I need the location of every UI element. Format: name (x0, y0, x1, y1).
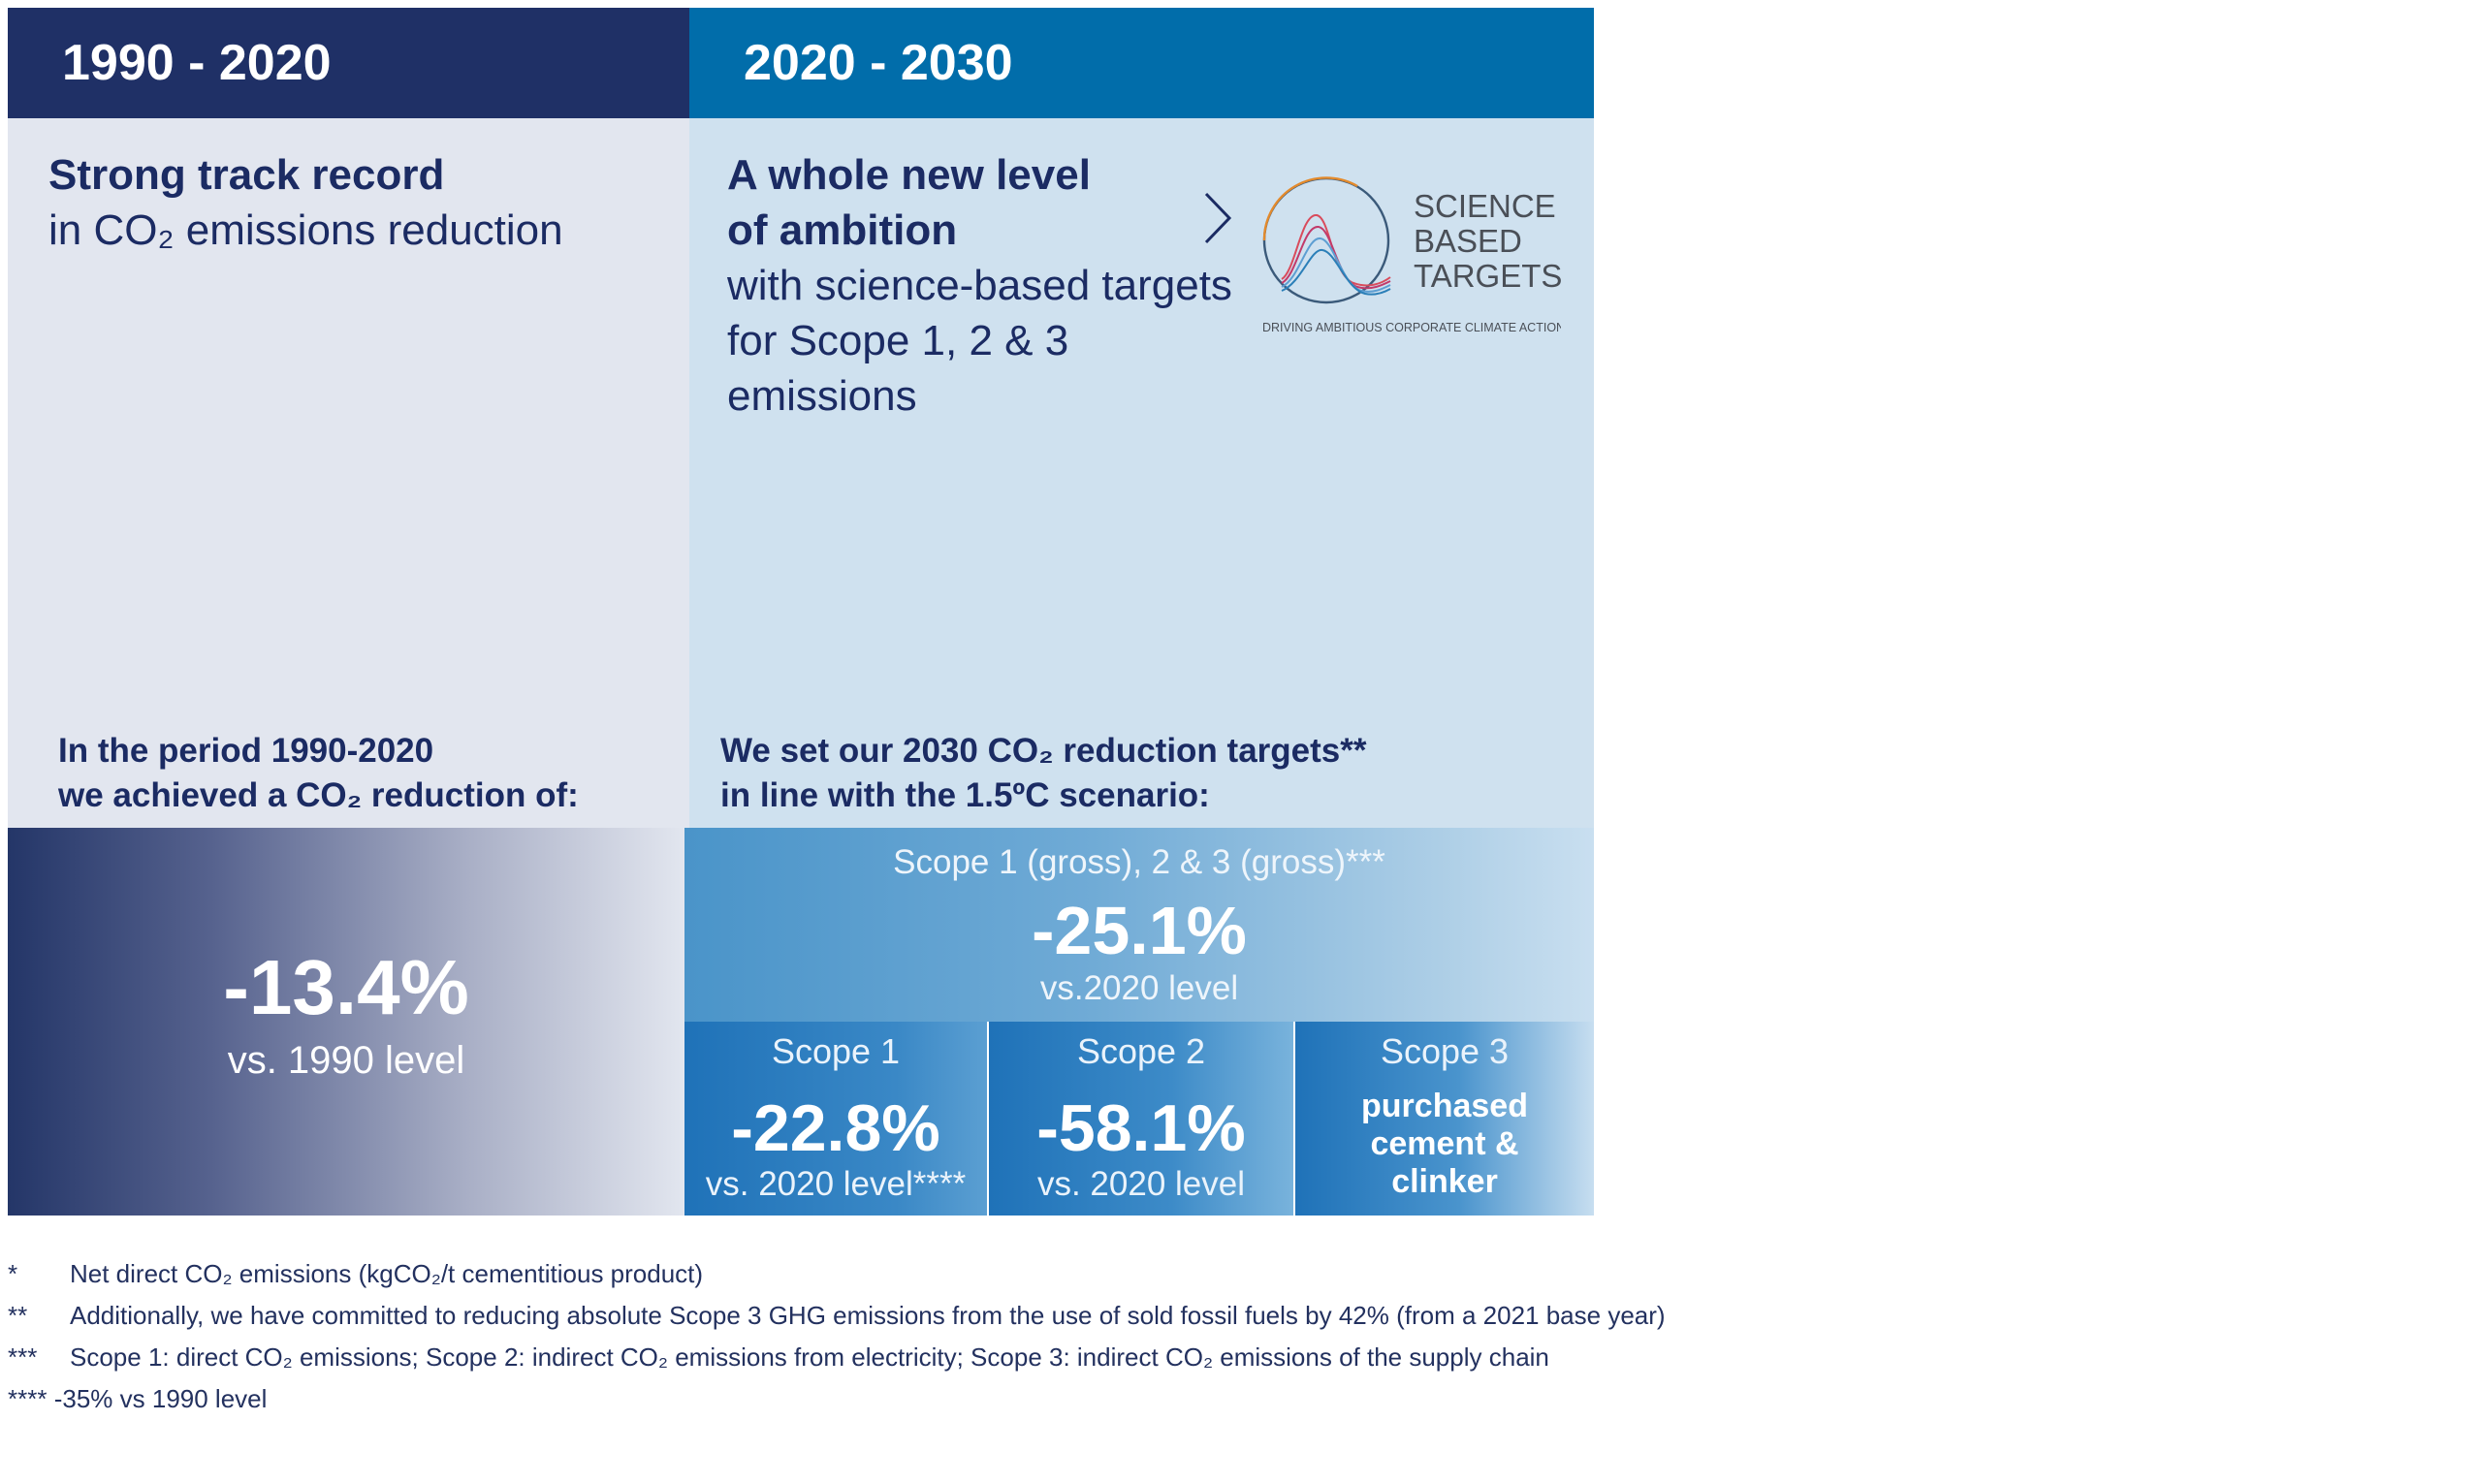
logo-text-based: BASED (1414, 223, 1522, 259)
stat-caption: vs. 1990 level (227, 1039, 465, 1082)
right-title-bold-1: A whole new level (727, 151, 1091, 199)
scope-2-caption: vs. 2020 level (1036, 1165, 1246, 1203)
footnote-3: *** Scope 1: direct CO₂ emissions; Scope … (8, 1342, 1947, 1373)
left-period-label: In the period 1990-2020 we achieved a CO… (58, 729, 688, 818)
footnote-2: ** Additionally, we have committed to red… (8, 1300, 1947, 1331)
right-period-line-1: We set our 2030 CO₂ reduction targets** (720, 732, 1367, 770)
stat-value: -13.4% (223, 944, 469, 1030)
footnote-1-text: Net direct CO₂ emissions (kgCO₂/t cement… (70, 1259, 704, 1288)
scope-2-value: -58.1% (1036, 1091, 1246, 1165)
right-title-normal-1: with science-based targets (727, 262, 1232, 309)
total-target-caption: vs.2020 level (1039, 969, 1239, 1007)
scope-1-box: Scope 1 -22.8% vs. 2020 level**** (684, 1022, 987, 1216)
stat-total-target: Scope 1 (gross), 2 & 3 (gross)*** -25.1%… (684, 828, 1594, 1022)
logo-text-targets: TARGETS (1414, 258, 1561, 294)
scope-3-box: Scope 3 purchased cement & clinker (1295, 1022, 1594, 1216)
right-period-line-2: in line with the 1.5ºC scenario: (720, 776, 1210, 814)
science-based-targets-logo: SCIENCE BASED TARGETS DRIVING AMBITIOUS … (1262, 176, 1561, 334)
footnote-1: * Net direct CO₂ emissions (kgCO₂/t cemen… (8, 1258, 1947, 1289)
logo-tagline: DRIVING AMBITIOUS CORPORATE CLIMATE ACTI… (1262, 321, 1561, 334)
left-title: Strong track record in CO₂ emissions red… (48, 147, 679, 258)
left-period-line-2: we achieved a CO₂ reduction of: (58, 776, 579, 814)
stat-1990-2020: -13.4% vs. 1990 level (8, 828, 684, 1216)
scope-3-text-line-2: cement & (1370, 1125, 1519, 1162)
left-title-bold: Strong track record (48, 151, 445, 199)
header-period-1990-2020: 1990 - 2020 (8, 8, 689, 118)
scope-1-label: Scope 1 (771, 1031, 901, 1071)
right-title-bold-2: of ambition (727, 206, 958, 254)
right-period-label: We set our 2030 CO₂ reduction targets** … (720, 729, 1593, 818)
header-left-label: 1990 - 2020 (62, 35, 332, 91)
scope-1-caption: vs. 2020 level**** (705, 1165, 967, 1203)
left-panel (8, 118, 689, 828)
scope-1-value: -22.8% (731, 1091, 940, 1165)
scope-3-text-line-3: clinker (1391, 1163, 1498, 1200)
left-title-normal: in CO₂ emissions reduction (48, 206, 563, 254)
header-right-label: 2020 - 2030 (744, 35, 1013, 91)
footnote-4: **** -35% vs 1990 level (8, 1383, 1947, 1414)
total-target-value: -25.1% (1032, 893, 1247, 968)
footnote-4-text: -35% vs 1990 level (53, 1384, 268, 1413)
scope-3-text-line-1: purchased (1361, 1088, 1528, 1124)
logo-text-science: SCIENCE (1414, 188, 1556, 224)
scope-2-box: Scope 2 -58.1% vs. 2020 level (989, 1022, 1293, 1216)
footnote-2-text: Additionally, we have committed to reduc… (70, 1301, 1666, 1330)
scope-3-text: purchased cement & clinker (1295, 1088, 1594, 1201)
footnote-1-marker: * (8, 1259, 18, 1288)
footnote-2-marker: ** (8, 1301, 28, 1330)
right-panel (689, 118, 1594, 828)
scope-2-label: Scope 2 (1076, 1031, 1206, 1071)
chevron-right-icon (1204, 192, 1232, 244)
footnote-3-marker: *** (8, 1342, 38, 1372)
footnote-4-marker: **** (8, 1384, 48, 1413)
scope-3-label: Scope 3 (1380, 1031, 1510, 1071)
total-target-label: Scope 1 (gross), 2 & 3 (gross)*** (893, 843, 1385, 881)
right-title-normal-2: for Scope 1, 2 & 3 emissions (727, 317, 1069, 420)
footnote-3-text: Scope 1: direct CO₂ emissions; Scope 2: … (70, 1342, 1549, 1372)
right-title: A whole new level of ambition with scien… (727, 147, 1270, 424)
header-period-2020-2030: 2020 - 2030 (689, 8, 1594, 118)
left-period-line-1: In the period 1990-2020 (58, 732, 434, 770)
